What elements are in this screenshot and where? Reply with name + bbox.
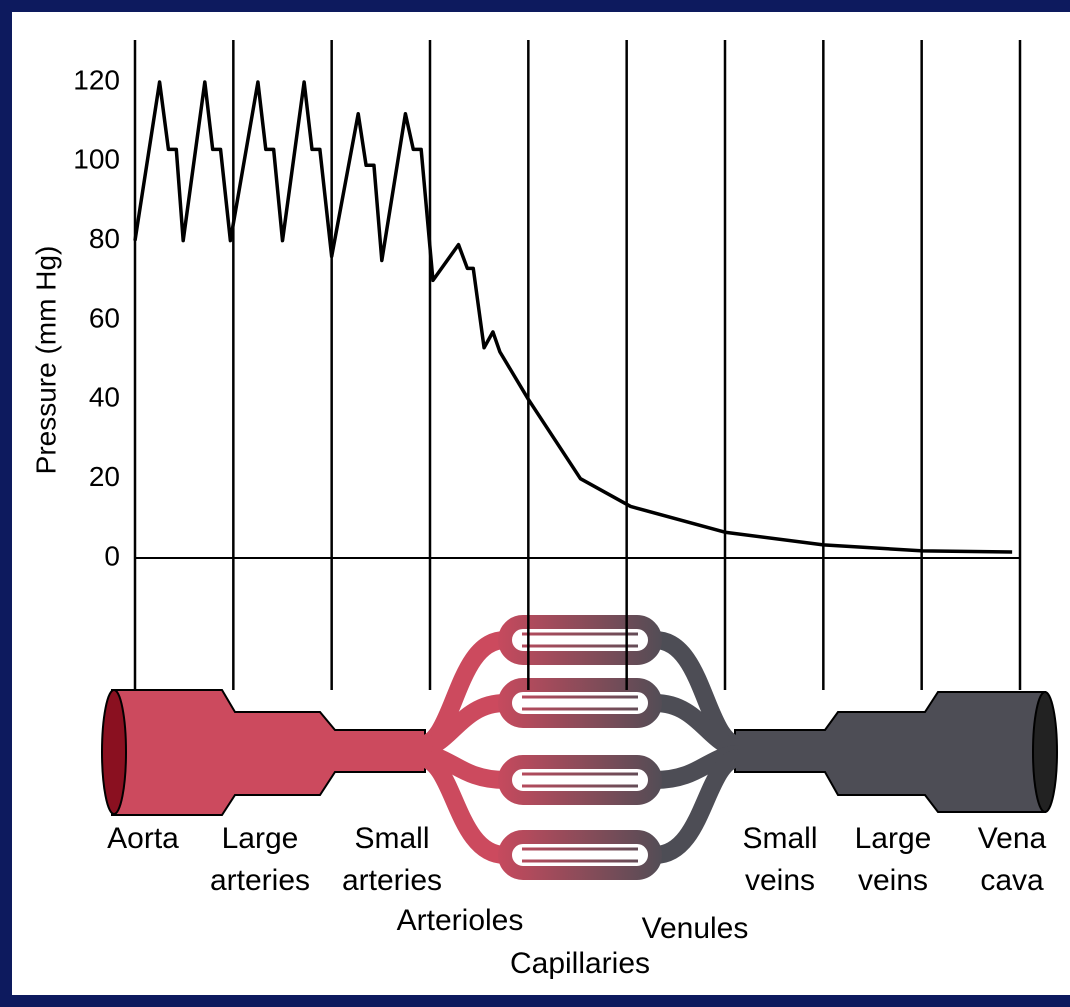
y-axis-label: Pressure (mm Hg) — [30, 246, 61, 475]
y-tick-label: 20 — [89, 461, 120, 492]
vessel-label: Aorta — [98, 818, 188, 860]
y-tick-label: 80 — [89, 223, 120, 254]
y-tick-label: 60 — [89, 302, 120, 333]
vessel-label: Small arteries — [327, 818, 457, 902]
vessel-label: Large veins — [843, 818, 943, 902]
y-tick-label: 0 — [104, 540, 120, 571]
pressure-line — [135, 82, 1012, 552]
y-tick-label: 100 — [73, 144, 120, 175]
y-tick-label: 40 — [89, 382, 120, 413]
vessel-label: Venules — [595, 908, 795, 950]
vessel-label: Vena cava — [967, 818, 1057, 902]
vessel-label: Arterioles — [360, 900, 560, 942]
vessel-label: Large arteries — [195, 818, 325, 902]
y-tick-label: 120 — [73, 64, 120, 95]
vessel-label: Small veins — [730, 818, 830, 902]
